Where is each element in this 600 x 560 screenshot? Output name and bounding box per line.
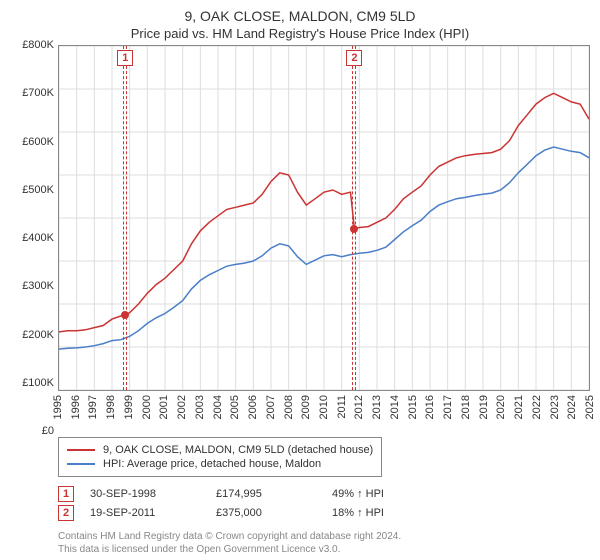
x-tick-label: 2016 [424, 395, 436, 419]
chart-subtitle: Price paid vs. HM Land Registry's House … [10, 26, 590, 41]
x-tick-label: 2006 [247, 395, 259, 419]
x-tick-label: 2009 [300, 395, 312, 419]
x-tick-label: 2017 [442, 395, 454, 419]
x-tick-label: 2015 [407, 395, 419, 419]
y-tick-label: £400K [22, 232, 54, 244]
x-tick-label: 2024 [566, 395, 578, 419]
y-tick-label: £700K [22, 87, 54, 99]
sale-marker-dot [121, 311, 129, 319]
sale-change: 18% ↑ HPI [332, 507, 432, 519]
legend-item: 9, OAK CLOSE, MALDON, CM9 5LD (detached … [67, 444, 373, 456]
sale-marker-label: 2 [346, 50, 362, 66]
legend-label: 9, OAK CLOSE, MALDON, CM9 5LD (detached … [103, 444, 373, 456]
footer-line: This data is licensed under the Open Gov… [58, 543, 590, 556]
legend-label: HPI: Average price, detached house, Mald… [103, 458, 321, 470]
x-tick-label: 2011 [336, 395, 348, 419]
x-tick-label: 2000 [141, 395, 153, 419]
sale-marker-band [123, 46, 127, 390]
y-tick-label: £600K [22, 136, 54, 148]
sale-date: 19-SEP-2011 [90, 507, 200, 519]
x-tick-label: 1995 [52, 395, 64, 419]
series-price_paid [59, 93, 589, 332]
x-tick-label: 2010 [318, 395, 330, 419]
x-tick-label: 2002 [176, 395, 188, 419]
x-tick-label: 2020 [495, 395, 507, 419]
chart-titles: 9, OAK CLOSE, MALDON, CM9 5LD Price paid… [10, 8, 590, 41]
sale-row: 1 30-SEP-1998 £174,995 49% ↑ HPI [58, 486, 590, 502]
legend-swatch [67, 463, 95, 465]
chart-area: £0£100K£200K£300K£400K£500K£600K£700K£80… [10, 45, 590, 431]
sale-change: 49% ↑ HPI [332, 488, 432, 500]
x-tick-label: 2003 [194, 395, 206, 419]
y-tick-label: £200K [22, 329, 54, 341]
y-tick-label: £500K [22, 184, 54, 196]
plot-area: 12 [58, 45, 590, 391]
legend-item: HPI: Average price, detached house, Mald… [67, 458, 373, 470]
x-tick-label: 2013 [371, 395, 383, 419]
y-tick-label: £300K [22, 280, 54, 292]
chart-title: 9, OAK CLOSE, MALDON, CM9 5LD [10, 8, 590, 24]
legend: 9, OAK CLOSE, MALDON, CM9 5LD (detached … [58, 437, 382, 477]
x-tick-label: 1996 [70, 395, 82, 419]
sale-marker-label: 1 [117, 50, 133, 66]
footer-attribution: Contains HM Land Registry data © Crown c… [58, 530, 590, 556]
sale-index: 1 [58, 486, 74, 502]
x-tick-label: 2007 [265, 395, 277, 419]
y-tick-label: £800K [22, 39, 54, 51]
sale-marker-band [352, 46, 356, 390]
x-tick-label: 2023 [549, 395, 561, 419]
sale-price: £375,000 [216, 507, 316, 519]
x-tick-label: 1997 [87, 395, 99, 419]
x-tick-label: 2008 [283, 395, 295, 419]
x-tick-label: 2014 [389, 395, 401, 419]
x-tick-label: 2001 [158, 395, 170, 419]
legend-swatch [67, 449, 95, 451]
x-tick-label: 2018 [460, 395, 472, 419]
x-tick-label: 2004 [212, 395, 224, 419]
footer-line: Contains HM Land Registry data © Crown c… [58, 530, 590, 543]
x-tick-label: 2019 [478, 395, 490, 419]
y-axis: £0£100K£200K£300K£400K£500K£600K£700K£80… [10, 45, 58, 431]
x-tick-label: 2022 [531, 395, 543, 419]
x-tick-label: 2005 [229, 395, 241, 419]
x-tick-label: 2025 [584, 395, 596, 419]
sale-date: 30-SEP-1998 [90, 488, 200, 500]
series-layer [59, 46, 589, 390]
sale-row: 2 19-SEP-2011 £375,000 18% ↑ HPI [58, 505, 590, 521]
series-hpi [59, 147, 589, 349]
y-tick-label: £100K [22, 377, 54, 389]
sale-marker-dot [350, 225, 358, 233]
x-axis: 1995199619971998199920002001200220032004… [58, 391, 590, 431]
sales-list: 1 30-SEP-1998 £174,995 49% ↑ HPI 2 19-SEP-201… [58, 483, 590, 524]
x-tick-label: 2021 [513, 395, 525, 419]
x-tick-label: 2012 [353, 395, 365, 419]
x-tick-label: 1999 [123, 395, 135, 419]
sale-index: 2 [58, 505, 74, 521]
y-tick-label: £0 [42, 425, 54, 437]
x-tick-label: 1998 [105, 395, 117, 419]
sale-price: £174,995 [216, 488, 316, 500]
